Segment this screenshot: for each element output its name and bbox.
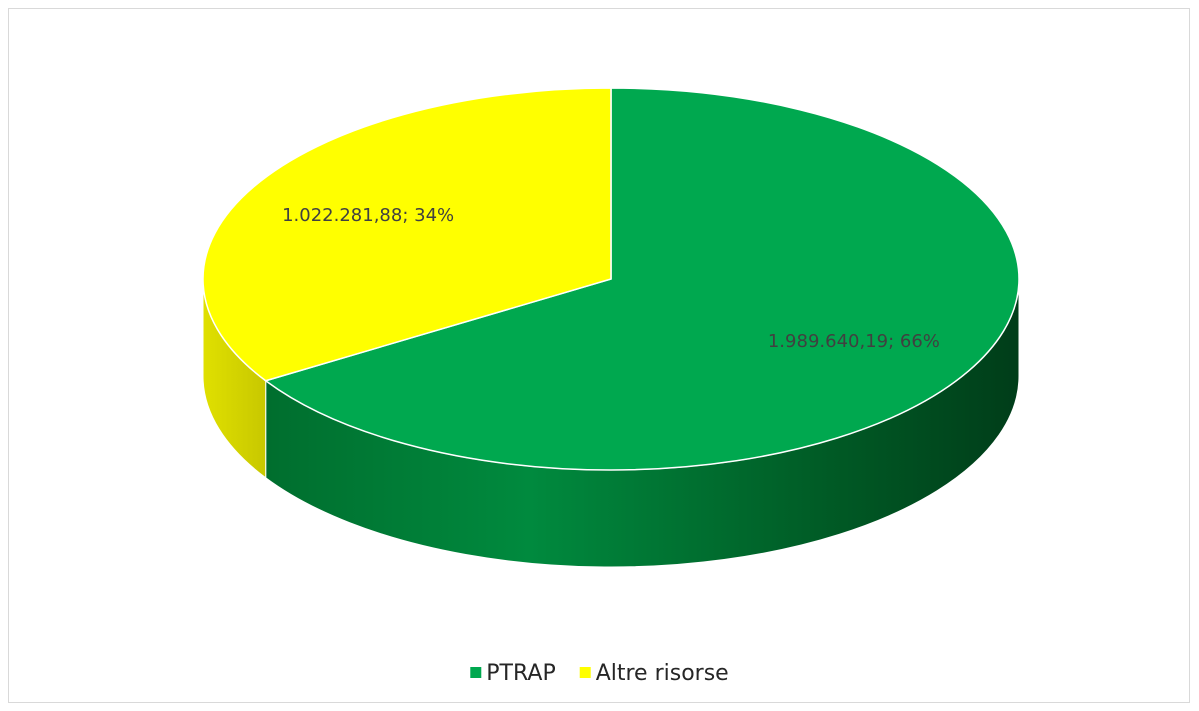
legend-label: Altre risorse [596,661,729,686]
slice [202,87,612,382]
legend-swatch [470,667,482,678]
slice [264,87,1020,471]
value-label: 1.989.640,19; 66% [768,331,940,352]
legend-label: PTRAP [486,661,555,686]
legend: PTRAP Altre risorse [470,661,729,686]
legend-swatch [579,667,591,678]
value-label: 1.022.281,88; 34% [282,205,454,226]
